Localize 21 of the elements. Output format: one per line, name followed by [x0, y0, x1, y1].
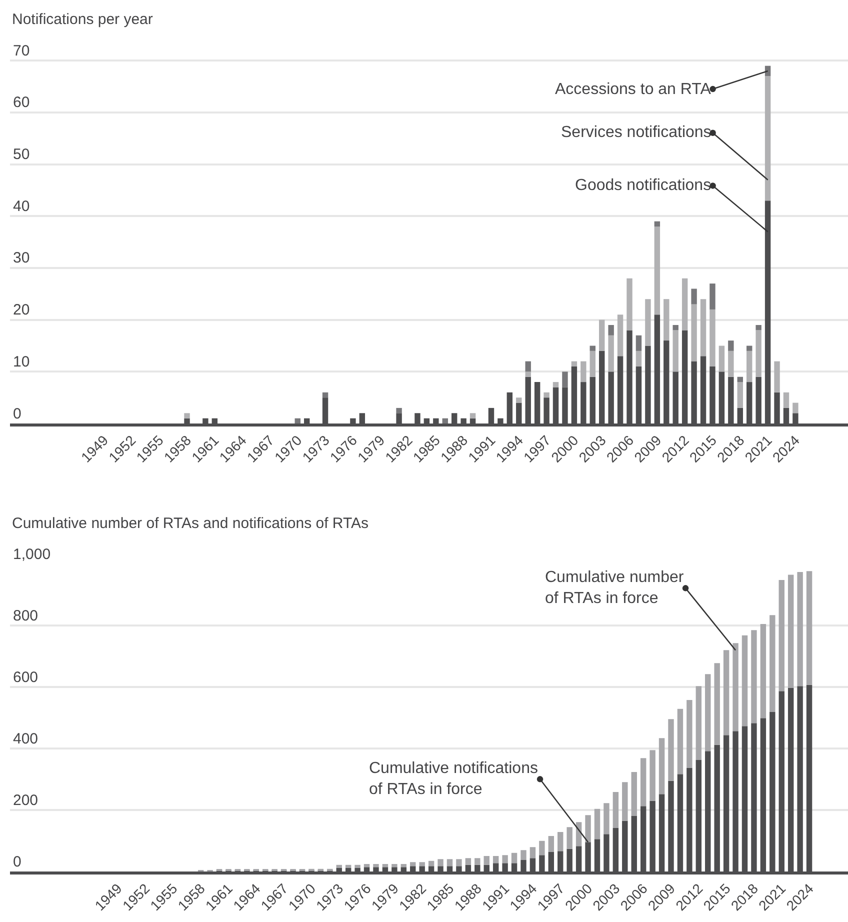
- y-tick-label: 10: [13, 353, 30, 370]
- annotation: Services notifications: [561, 124, 712, 141]
- y-tick-label: 1,000: [13, 546, 51, 563]
- y-tick-label: 200: [13, 792, 38, 809]
- y-tick-label: 20: [13, 302, 30, 319]
- y-tick-label: 60: [13, 94, 30, 112]
- y-tick-label: 50: [13, 146, 30, 164]
- annotation: Goods notifications: [575, 177, 712, 194]
- y-tick-label: 0: [13, 405, 22, 422]
- chart-title: Cumulative number of RTAs and notifications of RTAs: [12, 515, 369, 532]
- y-tick-label: 70: [13, 42, 30, 60]
- y-tick-label: 400: [13, 730, 38, 748]
- y-tick-label: 600: [13, 668, 38, 686]
- annotation: Cumulative notifications of RTAs in force: [369, 760, 538, 798]
- y-tick-label: 40: [13, 198, 30, 215]
- text: Notifications per year: [12, 11, 153, 28]
- annotation: Cumulative number of RTAs in force: [545, 569, 684, 607]
- y-tick-label: 0: [13, 853, 22, 870]
- annotation: Accessions to an RTA: [555, 81, 712, 98]
- y-tick-label: 30: [13, 250, 30, 267]
- y-tick-label: 800: [13, 607, 38, 624]
